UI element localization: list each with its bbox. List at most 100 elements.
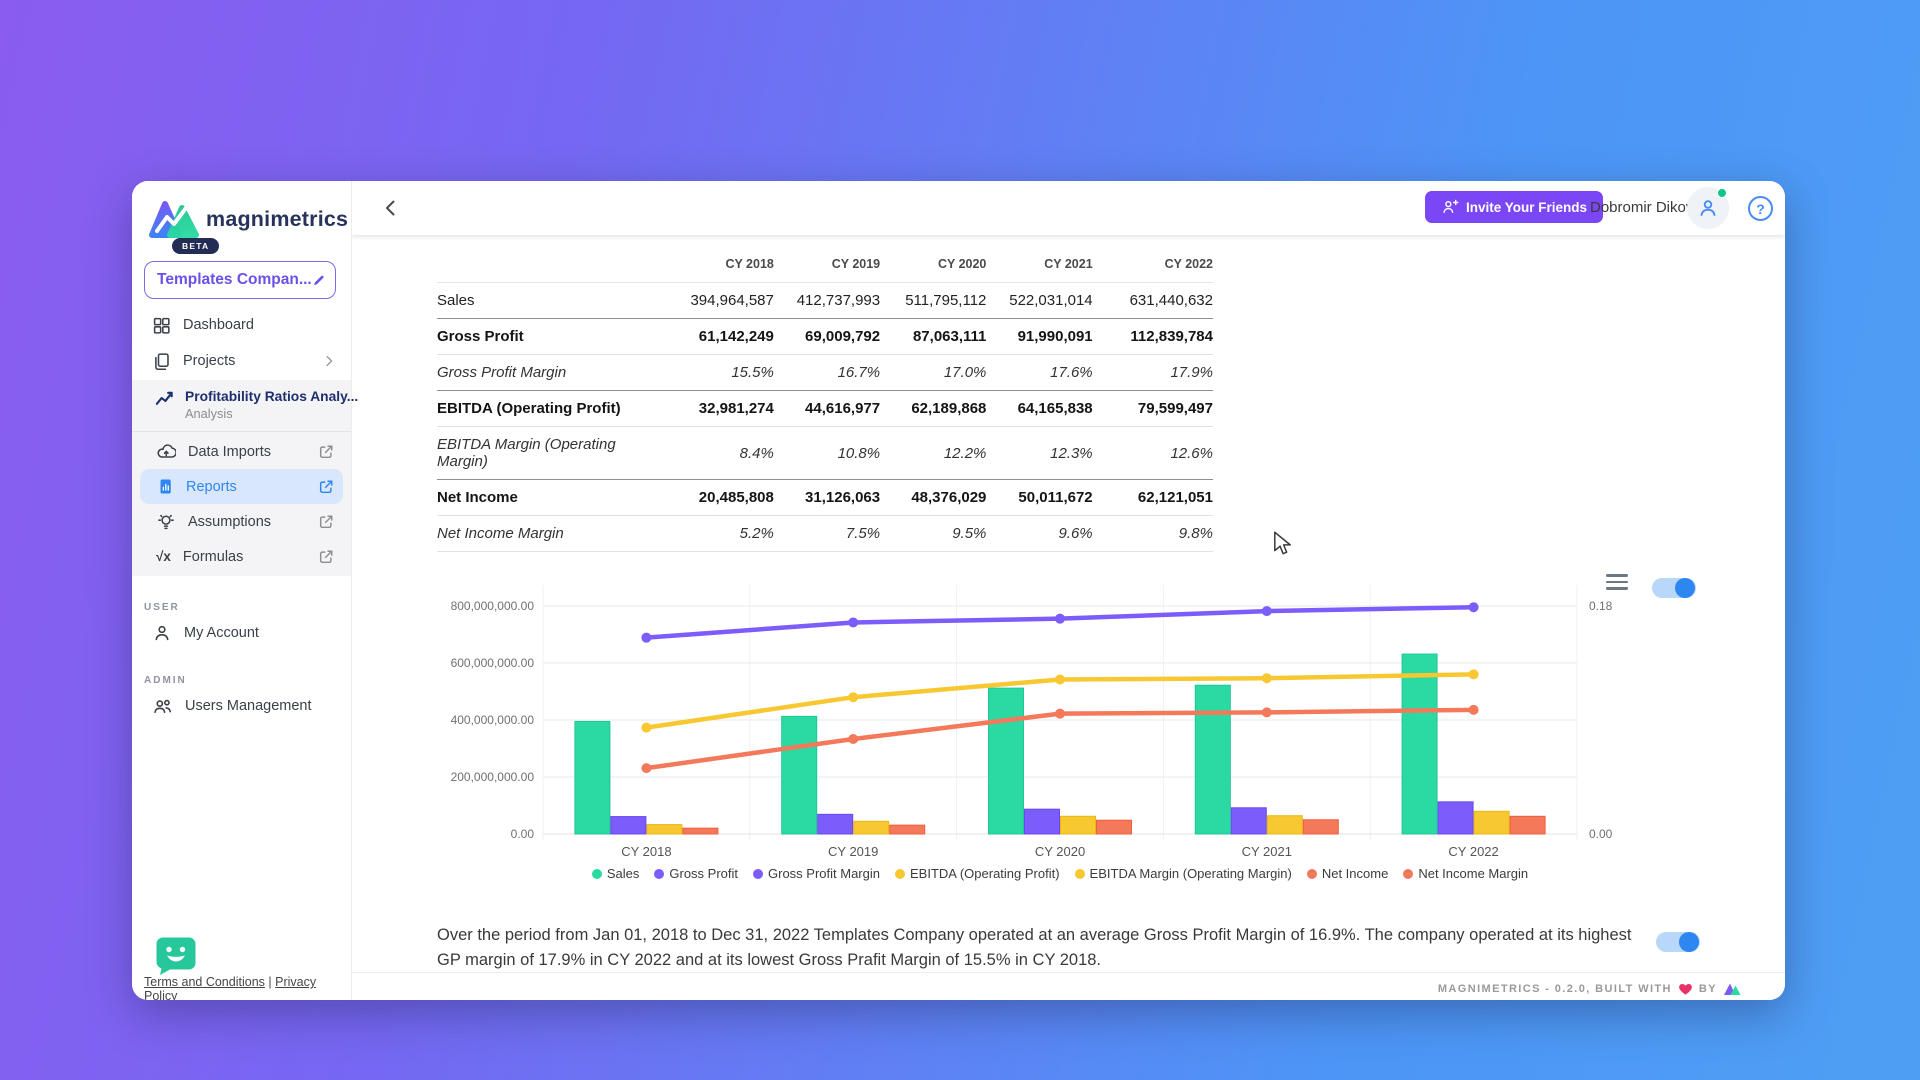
cell-value: 79,599,497 — [1092, 390, 1213, 427]
sidebar-item-label: Reports — [186, 478, 237, 495]
report-icon — [156, 477, 174, 496]
table-row-net-income-margin: Net Income Margin 5.2% 7.5% 9.5% 9.6% 9.8% — [437, 515, 1213, 552]
chat-widget-icon[interactable] — [154, 935, 198, 977]
external-link-icon[interactable] — [317, 513, 335, 531]
cell-value: 7.5% — [773, 515, 881, 552]
beta-badge: BETA — [172, 238, 220, 254]
toggle-knob — [1679, 932, 1699, 952]
legend-color-dot — [894, 868, 905, 879]
topbar: Invite Your Friends Dobromir Dikov ? — [352, 181, 1785, 235]
legend-item-ebitda-operating-profit[interactable]: EBITDA (Operating Profit) — [894, 866, 1060, 881]
cell-value: 10.8% — [773, 426, 881, 480]
insight-text: Over the period from Jan 01, 2018 to Dec… — [437, 926, 1632, 969]
cell-value: 17.9% — [1092, 354, 1213, 391]
cell-value: 31,126,063 — [773, 479, 881, 516]
cell-value: 112,839,784 — [1092, 318, 1213, 355]
legend-item-gross-profit[interactable]: Gross Profit — [654, 866, 738, 881]
trend-chart-icon — [154, 389, 175, 415]
column-header-cy-2020: CY 2020 — [880, 247, 987, 283]
column-header-cy-2021: CY 2021 — [986, 247, 1093, 283]
cell-value: 522,031,014 — [1009, 292, 1093, 309]
analysis-panel: Profitability Ratios Analy... Analysis D… — [132, 380, 358, 576]
cell-value: 394,964,587 — [690, 292, 774, 309]
legend-item-sales[interactable]: Sales — [591, 866, 639, 881]
cell-value: 511,795,112 — [905, 292, 987, 309]
footer-credit-text: MAGNIMETRICS - 0.2.0, BUILT WITH — [1437, 983, 1672, 995]
sidebar-item-users-management[interactable]: Users Management — [132, 686, 351, 726]
legend-item-ebitda-margin-operating-margin[interactable]: EBITDA Margin (Operating Margin) — [1074, 866, 1292, 881]
project-selector-button[interactable]: Templates Compan... — [144, 261, 336, 299]
svg-text:CY 2022: CY 2022 — [1448, 844, 1498, 859]
cell-value: 12.3% — [986, 426, 1093, 480]
legend-color-dot — [591, 868, 602, 879]
bulb-icon — [156, 512, 176, 532]
invite-friends-button[interactable]: Invite Your Friends — [1425, 191, 1604, 223]
row-label: Gross Profit — [437, 318, 668, 355]
table-row-net-income: Net Income 20,485,808 31,126,063 48,376,029… — [437, 479, 1213, 516]
external-link-icon[interactable] — [317, 478, 335, 496]
cell-value: 62,121,051 — [1092, 479, 1213, 516]
privacy-link[interactable]: Privacy Policy — [144, 975, 317, 1000]
cell-value: 20,485,808 — [667, 479, 774, 516]
legend-color-dot — [1403, 868, 1414, 879]
cell-value: 412,737,993 — [796, 292, 881, 309]
sidebar-item-label: Projects — [183, 353, 236, 369]
sidebar-item-assumptions[interactable]: Assumptions — [132, 504, 351, 539]
table-row-ebitda-operating-profit: EBITDA (Operating Profit) 32,981,274 44,61… — [437, 390, 1213, 427]
sidebar-item-dashboard[interactable]: Dashboard — [132, 307, 351, 343]
chart-visibility-toggle[interactable] — [1652, 578, 1696, 598]
person-add-icon — [1443, 199, 1459, 214]
svg-text:CY 2019: CY 2019 — [828, 844, 878, 859]
sidebar-item-formulas[interactable]: √x Formulas — [132, 539, 351, 574]
legend-item-net-income[interactable]: Net Income — [1306, 866, 1389, 881]
online-status-dot — [1717, 188, 1727, 198]
legend-item-gross-profit-margin[interactable]: Gross Profit Margin — [753, 866, 880, 881]
cell-value: 16.7% — [773, 354, 881, 391]
main-area: Invite Your Friends Dobromir Dikov ? CY … — [352, 181, 1785, 1000]
sidebar-item-projects[interactable]: Projects — [132, 343, 351, 379]
cell-value: 91,990,091 — [986, 318, 1093, 355]
insight-visibility-toggle[interactable] — [1656, 932, 1700, 952]
terms-link[interactable]: Terms and Conditions — [144, 975, 265, 989]
external-link-icon[interactable] — [317, 443, 335, 461]
sidebar-item-label: Dashboard — [183, 317, 254, 333]
cell-value: 62,189,868 — [880, 390, 987, 427]
row-label: EBITDA Margin (Operating Margin) — [437, 426, 668, 480]
heart-icon — [1679, 984, 1692, 995]
cell-value: 69,009,792 — [773, 318, 881, 355]
svg-text:200,000,000.00: 200,000,000.00 — [451, 770, 535, 784]
svg-text:600,000,000.00: 600,000,000.00 — [451, 656, 535, 670]
sidebar-item-reports[interactable]: Reports — [140, 469, 343, 504]
sidebar-item-label: My Account — [184, 625, 259, 641]
mouse-cursor — [1274, 531, 1291, 555]
footer-credit-by: BY — [1698, 983, 1717, 995]
cloud-upload-icon — [156, 442, 176, 462]
sidebar-item-label: Data Imports — [188, 443, 271, 460]
back-button[interactable] — [380, 197, 402, 219]
svg-text:0.00: 0.00 — [1589, 827, 1613, 841]
legend-color-dot — [1306, 868, 1317, 879]
row-label: EBITDA (Operating Profit) — [437, 390, 668, 427]
report-content: CY 2018 CY 2019 CY 2020 CY 2021 CY 2022 Sales… — [352, 235, 1785, 1000]
sidebar-item-label: Users Management — [185, 698, 312, 714]
cell-value: 17.0% — [880, 354, 987, 391]
dashboard-icon — [152, 316, 171, 335]
cell-value: 50,011,672 — [986, 479, 1093, 516]
account-avatar[interactable] — [1687, 187, 1729, 229]
legend-item-net-income-margin[interactable]: Net Income Margin — [1403, 866, 1528, 881]
svg-text:CY 2021: CY 2021 — [1242, 844, 1292, 859]
help-button[interactable]: ? — [1748, 196, 1773, 221]
sidebar-item-data-imports[interactable]: Data Imports — [132, 434, 351, 469]
sidebar: magnimetrics BETA Templates Compan... Da… — [132, 181, 358, 1000]
legal-separator: | — [268, 975, 272, 989]
external-link-icon[interactable] — [317, 548, 335, 566]
invite-friends-label: Invite Your Friends — [1466, 199, 1588, 215]
sidebar-item-analysis[interactable]: Profitability Ratios Analy... Analysis — [132, 380, 358, 432]
footer-credit: MAGNIMETRICS - 0.2.0, BUILT WITH BY — [1438, 982, 1741, 996]
chart-menu-button[interactable] — [1606, 573, 1628, 591]
sidebar-item-my-account[interactable]: My Account — [132, 613, 351, 653]
svg-text:800,000,000.00: 800,000,000.00 — [451, 599, 535, 613]
legend-label: Net Income — [1321, 866, 1389, 881]
table-row-gross-profit-margin: Gross Profit Margin 15.5% 16.7% 17.0% 17.6% 1… — [437, 354, 1213, 391]
cell-value: 5.2% — [667, 515, 774, 552]
